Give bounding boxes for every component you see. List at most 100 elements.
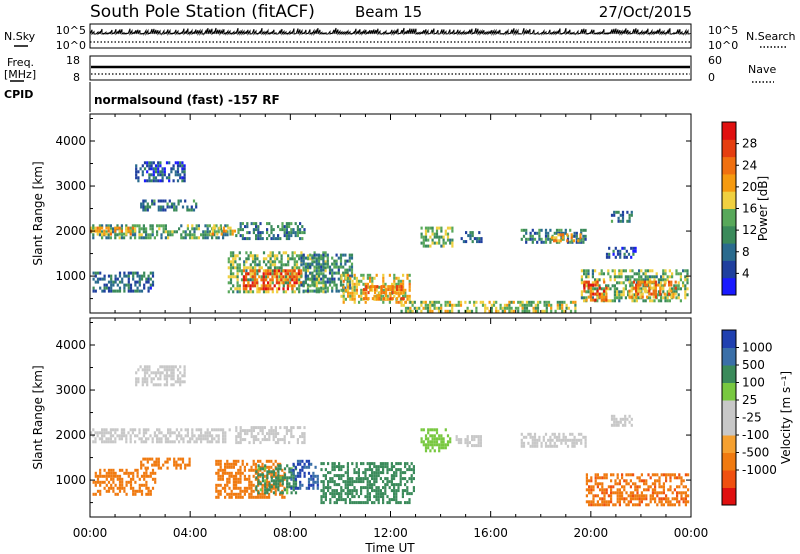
power-cell: [320, 281, 323, 285]
power-cell: [269, 260, 272, 264]
velocity-cell: [101, 474, 104, 478]
velocity-cell: [571, 438, 574, 442]
power-cell: [227, 275, 230, 279]
velocity-cell: [145, 471, 148, 475]
power-cell: [227, 226, 230, 230]
velocity-cell: [272, 479, 276, 483]
power-cell: [164, 224, 167, 228]
velocity-cell: [310, 477, 313, 481]
velocity-cell: [618, 491, 621, 495]
power-cell: [589, 295, 593, 299]
power-cell: [490, 306, 493, 310]
power-cell: [183, 179, 186, 183]
power-cell: [289, 269, 292, 273]
velocity-cell: [154, 477, 157, 481]
power-cell: [480, 240, 483, 244]
power-cell: [229, 272, 233, 276]
power-cell: [234, 266, 237, 270]
velocity-cell: [173, 460, 176, 464]
velocity-cell: [143, 365, 147, 369]
power-cell: [161, 176, 164, 180]
velocity-cell: [621, 476, 624, 480]
power-cell: [475, 300, 478, 304]
power-cell: [322, 268, 325, 272]
power-cell: [328, 268, 332, 272]
power-cell: [169, 233, 172, 237]
power-colorbar-segment: [722, 277, 736, 296]
power-cell: [666, 293, 669, 297]
power-cell: [324, 274, 327, 278]
velocity-cell: [286, 485, 289, 489]
power-cell: [238, 287, 241, 291]
velocity-cell: [219, 492, 222, 496]
power-cell: [630, 295, 633, 299]
velocity-cell: [355, 462, 358, 466]
power-cell: [615, 210, 618, 214]
power-cell: [369, 276, 372, 280]
power-cell: [393, 282, 396, 286]
power-cell: [446, 235, 450, 239]
velocity-cell: [292, 468, 295, 472]
velocity-cell: [145, 486, 148, 490]
velocity-cell: [109, 431, 112, 435]
power-cell: [254, 260, 257, 264]
velocity-cell: [649, 485, 652, 489]
velocity-cell: [312, 477, 315, 481]
power-cell: [288, 231, 291, 235]
velocity-cell: [479, 441, 482, 445]
velocity-cell: [404, 462, 407, 466]
power-cell: [142, 208, 145, 212]
power-cell: [677, 287, 680, 291]
velocity-cell: [259, 429, 262, 433]
velocity-cell: [157, 377, 160, 381]
velocity-cell: [373, 465, 376, 469]
velocity-cell: [342, 489, 345, 493]
velocity-cell: [143, 374, 147, 378]
power-cell: [538, 228, 541, 232]
power-cell: [583, 283, 586, 287]
power-cell: [232, 254, 235, 258]
velocity-cell: [268, 492, 271, 496]
velocity-cell: [571, 441, 574, 445]
velocity-cell: [393, 471, 396, 475]
power-cell: [127, 286, 130, 290]
power-cell: [289, 275, 292, 279]
freq-label: Freq.: [7, 56, 34, 69]
power-cell: [613, 275, 616, 279]
power-cell: [422, 300, 425, 304]
velocity-cell: [626, 417, 629, 421]
velocity-cell: [226, 465, 229, 469]
power-cell: [315, 257, 318, 261]
power-cell: [435, 300, 438, 304]
power-cell: [286, 269, 289, 273]
power-cell: [238, 263, 241, 267]
power-cell: [613, 284, 616, 288]
velocity-cell: [254, 462, 257, 466]
power-cell: [659, 283, 662, 287]
velocity-cell: [371, 462, 374, 466]
power-cell: [438, 238, 441, 242]
power-cell: [684, 284, 687, 288]
velocity-cell: [140, 466, 143, 470]
velocity-cell: [610, 479, 613, 483]
power-cell: [340, 273, 343, 277]
power-cell: [640, 293, 643, 297]
power-cell: [151, 233, 154, 237]
velocity-cell: [268, 459, 271, 463]
velocity-cell: [629, 491, 632, 495]
power-cell: [406, 297, 409, 301]
power-cell: [116, 226, 119, 230]
velocity-cell: [263, 426, 266, 430]
velocity-cell: [266, 476, 269, 480]
velocity-echo-region: [610, 414, 633, 427]
power-cell: [195, 227, 198, 231]
velocity-cell: [252, 489, 255, 493]
power-cell: [642, 272, 645, 276]
velocity-cell: [522, 441, 526, 445]
power-cell: [495, 306, 498, 310]
velocity-cell: [440, 446, 443, 450]
velocity-cell: [265, 483, 268, 487]
power-cell: [544, 234, 548, 238]
velocity-cell: [654, 473, 657, 477]
velocity-cell: [138, 437, 141, 441]
